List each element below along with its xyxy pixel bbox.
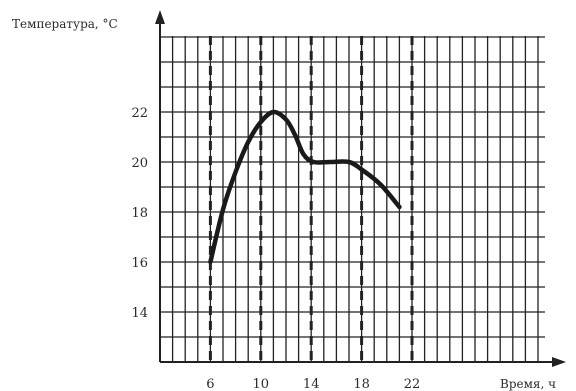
y-tick-label: 14 <box>131 306 148 321</box>
y-tick-label: 20 <box>131 156 148 171</box>
x-tick-label: 6 <box>206 377 214 391</box>
x-tick-label: 18 <box>353 377 370 391</box>
tick-labels: 6 10 14 18 22 14 16 18 20 22 <box>131 106 420 391</box>
x-tick-label: 10 <box>253 377 270 391</box>
x-axis-arrow <box>552 357 566 367</box>
x-axis-label: Время, ч <box>500 377 556 391</box>
y-axis-label: Температура, °С <box>12 17 118 31</box>
x-tick-label: 22 <box>404 377 421 391</box>
x-tick-label: 14 <box>303 377 320 391</box>
chart-axes <box>155 10 566 367</box>
chart-grid <box>159 36 545 363</box>
chart-series <box>208 109 402 265</box>
y-tick-label: 18 <box>131 206 148 221</box>
temperature-curve <box>208 109 402 265</box>
y-axis-arrow <box>155 10 165 24</box>
y-tick-label: 22 <box>131 106 148 121</box>
y-tick-label: 16 <box>131 256 148 271</box>
dashed-guides <box>208 36 414 362</box>
